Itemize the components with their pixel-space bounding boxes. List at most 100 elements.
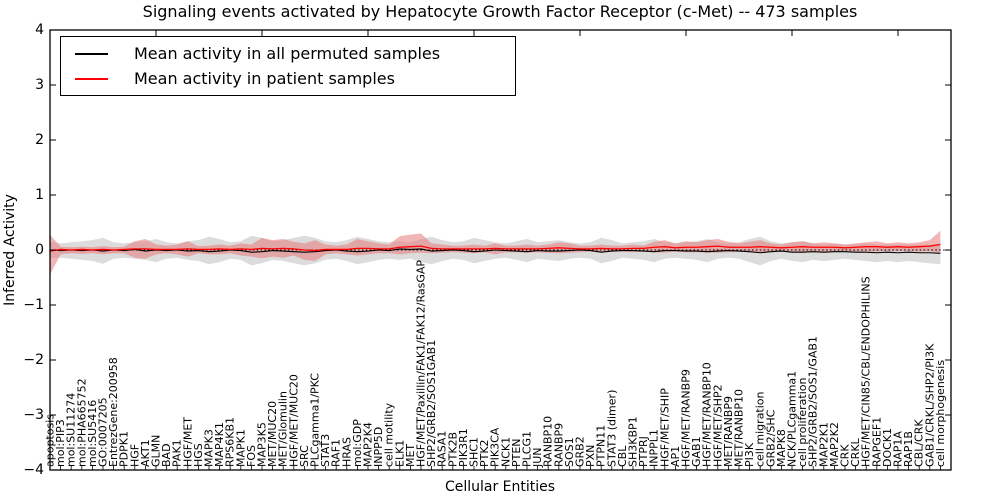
x-tick-label: NCK1 (499, 437, 512, 467)
x-tick-label: mol:SU5416 (86, 400, 99, 467)
x-tick-label: PAK1 (171, 439, 184, 467)
x-tick-label: GLMN (150, 435, 163, 467)
x-tick-label: NCK/PLCgamma1 (786, 371, 799, 467)
x-tick-label: SH3KBP1 (627, 416, 640, 467)
x-tick-label: RANBP10 (542, 416, 555, 467)
x-tick-label: HGF/MET/RANBP10 (701, 362, 714, 467)
x-tick-label: PTPN11 (595, 425, 608, 467)
x-tick-label: PDPK1 (118, 431, 131, 467)
plot-frame (49, 29, 952, 471)
x-tick-label: PXN (584, 445, 597, 467)
x-tick-label: HGF/MET/Paxillin/FAK1/FAK12/RasGAP (415, 260, 428, 467)
x-tick-label: PTEN (510, 438, 523, 467)
x-tick-label: mol:PIP3 (54, 419, 67, 467)
x-tick-label: MAPK8 (775, 429, 788, 467)
x-tick-label: GRB2 (574, 436, 587, 467)
x-tick-label: JUN (531, 447, 544, 468)
y-tick-label: 2 (35, 132, 44, 148)
legend: Mean activity in all permuted samples Me… (60, 36, 516, 96)
patient-mean-line (49, 243, 941, 252)
x-tick-label: CRK (839, 444, 852, 467)
x-tick-label: mol:GDP (351, 419, 364, 467)
x-tick-label: RPS6KB1 (224, 417, 237, 467)
x-tick-label: SHP2/GRB2/SOS1/GAB1 (807, 336, 820, 467)
y-tick-label: −2 (23, 352, 44, 368)
x-tick-label: INPPL1 (648, 429, 661, 467)
x-tick-label: cell motility (383, 402, 396, 467)
x-tick-label: GAB1/CRKL/SHP2/PI3K (923, 343, 936, 467)
x-tick-label: HGS (192, 443, 205, 467)
x-tick-label: RASA1 (436, 431, 449, 467)
x-tick-label: PIK3R1 (457, 428, 470, 467)
x-tick-label: AKT1 (139, 439, 152, 467)
patient-line-swatch (75, 77, 108, 80)
x-tick-label: FOS (245, 445, 258, 467)
x-tick-label: cell proliferation (796, 377, 809, 467)
x-tick-label: RAP1B (902, 431, 915, 467)
x-tick-label: HGF/MET/MUC20 (287, 374, 300, 467)
permuted-mean-line (49, 248, 941, 254)
x-tick-label: GO:0007205 (97, 397, 110, 467)
x-tick-label: RAP1A (892, 431, 905, 467)
x-tick-label: MET/RANBP9 (722, 396, 735, 467)
x-tick-label: HRAS (340, 437, 353, 467)
x-tick-label: HGF/MET/SHIP (658, 388, 671, 467)
x-tick-label: MAP3K5 (256, 422, 269, 467)
x-tick-label: mol:PHA665752 (75, 378, 88, 467)
x-tick-label: ELK1 (393, 440, 406, 467)
x-tick-label: BAD (160, 443, 173, 467)
x-tick-label: MAP2K1 (817, 422, 830, 467)
y-tick-label: −3 (23, 407, 44, 423)
x-tick-label: MET/MUC20 (266, 401, 279, 467)
x-tick-label: INPP5D (372, 427, 385, 467)
x-tick-label: cell migration (754, 391, 767, 467)
x-tick-label: SHC1 (468, 437, 481, 467)
x-tick-label: PLCgamma1/PKC (309, 373, 322, 467)
legend-label-permuted: Mean activity in all permuted samples (134, 44, 441, 63)
y-tick-label: −4 (23, 462, 44, 478)
x-tick-label: EntrezGene:200958 (107, 357, 120, 467)
x-axis-label: Cellular Entities (444, 479, 556, 495)
legend-label-patient: Mean activity in patient samples (134, 69, 395, 88)
x-tick-label: PLCG1 (521, 431, 534, 467)
x-tick-label: MET (404, 444, 417, 467)
x-tick-label: RAF1 (330, 439, 343, 467)
x-tick-label: MAPK3 (203, 429, 216, 467)
x-tick-label: HGF/MET/RANBP9 (680, 369, 693, 467)
legend-item-permuted: Mean activity in all permuted samples (61, 42, 515, 66)
x-tick-label: RANBP9 (552, 423, 565, 467)
x-tick-label: PTPRJ (637, 436, 650, 467)
x-tick-label: SHP2/GRB2/SOS1GAB1 (425, 340, 438, 467)
x-tick-label: PIK3CA (489, 427, 502, 467)
x-tick-label: HGF/MET/SHP2 (711, 384, 724, 467)
x-tick-label: STAT3 (319, 434, 332, 467)
x-tick-label: SOS1 (563, 437, 576, 467)
y-tick-label: 4 (35, 22, 44, 38)
x-tick-label: STAT3 (dimer) (605, 390, 618, 467)
x-tick-label: MAPK1 (234, 429, 247, 467)
x-tick-label: PI3K (743, 442, 756, 467)
x-tick-label: CBL/CRK (913, 419, 926, 467)
y-tick-label: 3 (35, 77, 44, 93)
x-tick-label: GRB2/SHC (764, 409, 777, 467)
x-tick-label: HGF/MET (181, 417, 194, 467)
x-tick-label: HGF/MET/CIN85/CBL/ENDOPHILINS (860, 276, 873, 467)
x-tick-label: MAP2K2 (828, 422, 841, 467)
permuted-line-swatch (75, 52, 108, 55)
x-tick-label: SRC (298, 445, 311, 467)
legend-item-patient: Mean activity in patient samples (61, 67, 515, 91)
x-tick-label: MAP2K4 (362, 422, 375, 467)
x-tick-label: RAPGEF1 (870, 417, 883, 467)
x-tick-label: GAB1 (690, 436, 703, 467)
x-tick-label: CRKL (849, 437, 862, 467)
patient-band (50, 230, 941, 275)
x-tick-label: PTK2 (478, 439, 491, 467)
x-tick-label: PTK2B (446, 432, 459, 467)
y-tick-label: 1 (35, 187, 44, 203)
y-tick-label: 0 (35, 242, 44, 258)
x-tick-label: AP1 (669, 446, 682, 467)
x-tick-label: MET/Glomulin (277, 391, 290, 467)
x-tick-label: cell morphogenesis (934, 360, 947, 467)
